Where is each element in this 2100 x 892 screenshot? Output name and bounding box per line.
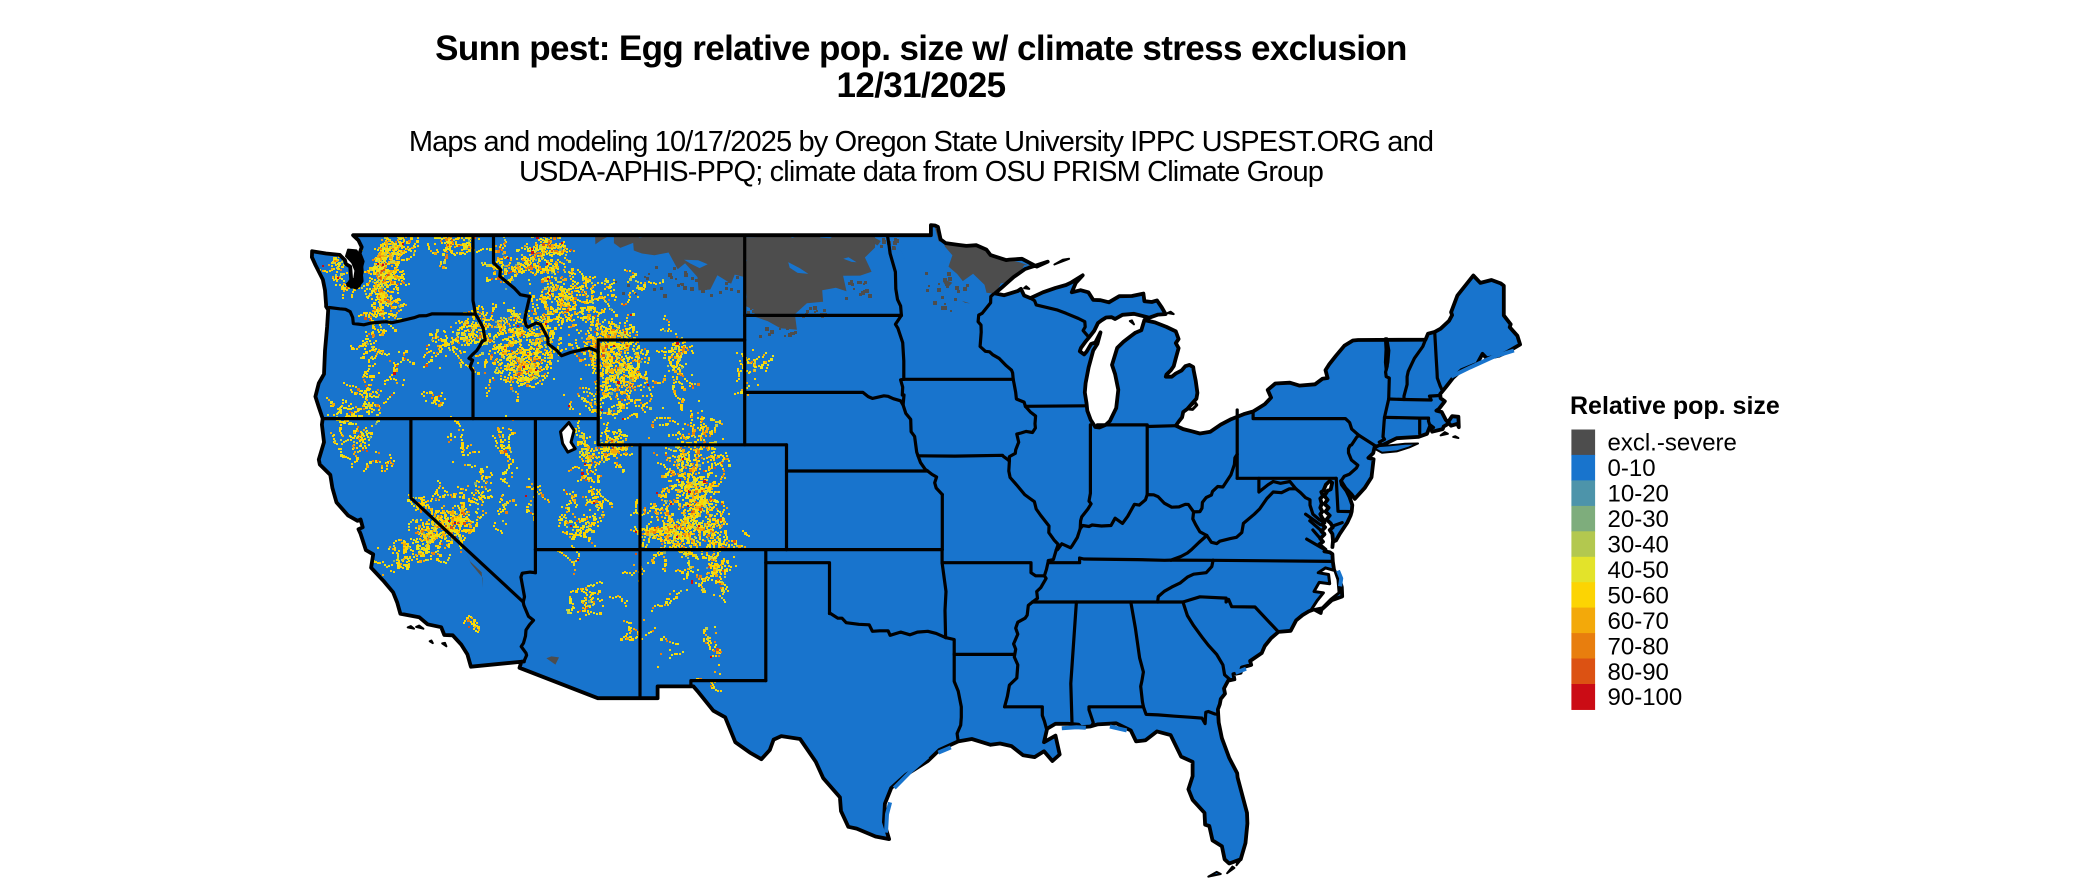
svg-text:Sunn pest: Egg relative pop. s: Sunn pest: Egg relative pop. size w/ cli… <box>435 29 1407 68</box>
svg-text:70-80: 70-80 <box>1608 633 1669 660</box>
svg-text:Relative pop. size: Relative pop. size <box>1570 392 1780 420</box>
svg-text:80-90: 80-90 <box>1608 659 1669 686</box>
svg-text:90-100: 90-100 <box>1608 684 1683 711</box>
svg-text:Maps and modeling 10/17/2025 b: Maps and modeling 10/17/2025 by Oregon S… <box>409 126 1433 158</box>
svg-text:20-30: 20-30 <box>1608 506 1669 533</box>
svg-text:10-20: 10-20 <box>1608 481 1669 508</box>
svg-text:excl.-severe: excl.-severe <box>1608 430 1737 457</box>
svg-text:60-70: 60-70 <box>1608 608 1669 635</box>
svg-text:USDA-APHIS-PPQ; climate data f: USDA-APHIS-PPQ; climate data from OSU PR… <box>519 156 1323 188</box>
svg-text:12/31/2025: 12/31/2025 <box>837 66 1006 105</box>
svg-text:0-10: 0-10 <box>1608 455 1656 482</box>
svg-text:30-40: 30-40 <box>1608 532 1669 559</box>
svg-text:40-50: 40-50 <box>1608 557 1669 584</box>
svg-text:50-60: 50-60 <box>1608 582 1669 609</box>
